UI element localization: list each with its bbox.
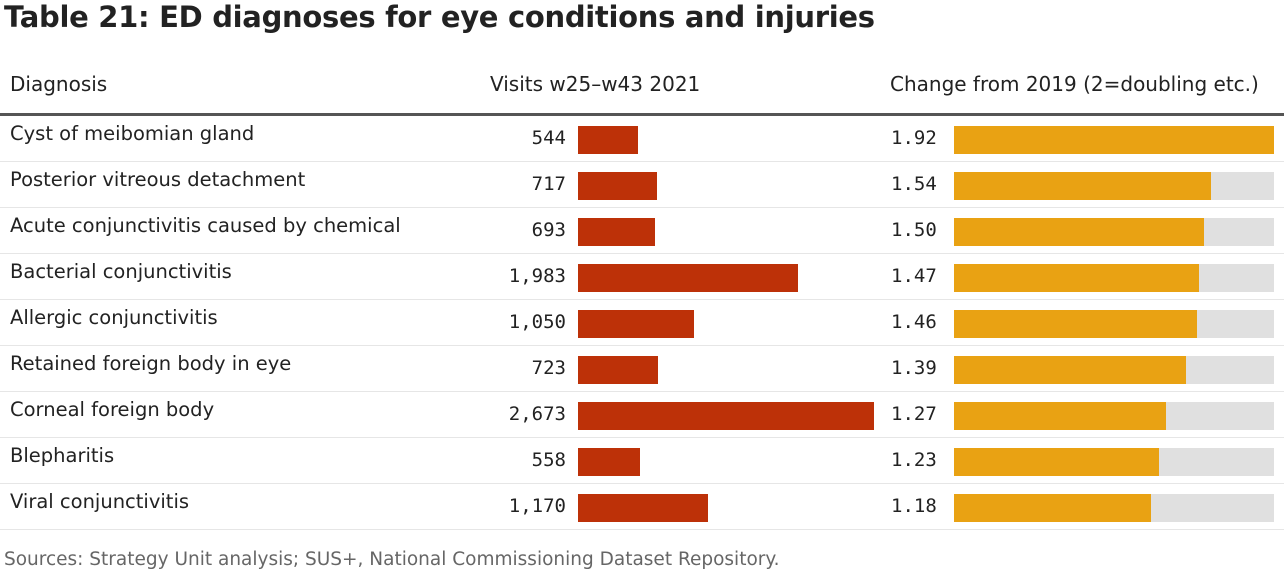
- change-bar: [954, 448, 1159, 476]
- table-row: Cyst of meibomian gland 544 1.92: [0, 116, 1284, 162]
- diagnosis-label: Corneal foreign body: [10, 398, 214, 421]
- table-row: Blepharitis 558 1.23: [0, 438, 1284, 484]
- visits-value: 1,983: [509, 265, 566, 287]
- row-divider: [0, 529, 1284, 530]
- visits-value: 1,170: [509, 495, 566, 517]
- visits-value: 2,673: [509, 403, 566, 425]
- visits-value: 693: [532, 219, 566, 241]
- table-row: Retained foreign body in eye 723 1.39: [0, 346, 1284, 392]
- change-value: 1.46: [891, 311, 937, 333]
- source-note: Sources: Strategy Unit analysis; SUS+, N…: [4, 549, 780, 570]
- visits-bar: [578, 264, 798, 292]
- change-value: 1.47: [891, 265, 937, 287]
- table-row: Posterior vitreous detachment 717 1.54: [0, 162, 1284, 208]
- column-header-visits: Visits w25–w43 2021: [490, 72, 700, 96]
- change-bar: [954, 356, 1186, 384]
- column-header-diagnosis: Diagnosis: [10, 72, 107, 96]
- diagnosis-label: Cyst of meibomian gland: [10, 122, 254, 145]
- change-bar: [954, 218, 1204, 246]
- change-bar: [954, 494, 1151, 522]
- visits-value: 1,050: [509, 311, 566, 333]
- page-title: Table 21: ED diagnoses for eye condition…: [4, 0, 875, 34]
- diagnosis-label: Retained foreign body in eye: [10, 352, 291, 375]
- change-value: 1.54: [891, 173, 937, 195]
- column-header-change: Change from 2019 (2=doubling etc.): [890, 72, 1259, 96]
- change-value: 1.23: [891, 449, 937, 471]
- table-row: Bacterial conjunctivitis 1,983 1.47: [0, 254, 1284, 300]
- table-row: Corneal foreign body 2,673 1.27: [0, 392, 1284, 438]
- change-bar: [954, 172, 1211, 200]
- change-value: 1.92: [891, 127, 937, 149]
- change-value: 1.27: [891, 403, 937, 425]
- visits-value: 717: [532, 173, 566, 195]
- visits-bar: [578, 494, 708, 522]
- visits-bar: [578, 218, 655, 246]
- visits-bar: [578, 402, 874, 430]
- diagnosis-label: Bacterial conjunctivitis: [10, 260, 232, 283]
- visits-value: 558: [532, 449, 566, 471]
- change-bar: [954, 310, 1197, 338]
- change-value: 1.50: [891, 219, 937, 241]
- diagnosis-label: Viral conjunctivitis: [10, 490, 189, 513]
- visits-bar: [578, 356, 658, 384]
- visits-bar: [578, 448, 640, 476]
- visits-value: 723: [532, 357, 566, 379]
- diagnosis-label: Posterior vitreous detachment: [10, 168, 305, 191]
- table-row: Allergic conjunctivitis 1,050 1.46: [0, 300, 1284, 346]
- diagnosis-label: Blepharitis: [10, 444, 114, 467]
- change-value: 1.39: [891, 357, 937, 379]
- change-bar: [954, 264, 1199, 292]
- table-row: Acute conjunctivitis caused by chemical 6…: [0, 208, 1284, 254]
- visits-bar: [578, 172, 657, 200]
- diagnosis-label: Acute conjunctivitis caused by chemical: [10, 214, 401, 237]
- change-bar: [954, 402, 1166, 430]
- visits-bar: [578, 310, 694, 338]
- diagnosis-label: Allergic conjunctivitis: [10, 306, 218, 329]
- visits-value: 544: [532, 127, 566, 149]
- change-value: 1.18: [891, 495, 937, 517]
- visits-bar: [578, 126, 638, 154]
- change-bar: [954, 126, 1274, 154]
- table-row: Viral conjunctivitis 1,170 1.18: [0, 484, 1284, 530]
